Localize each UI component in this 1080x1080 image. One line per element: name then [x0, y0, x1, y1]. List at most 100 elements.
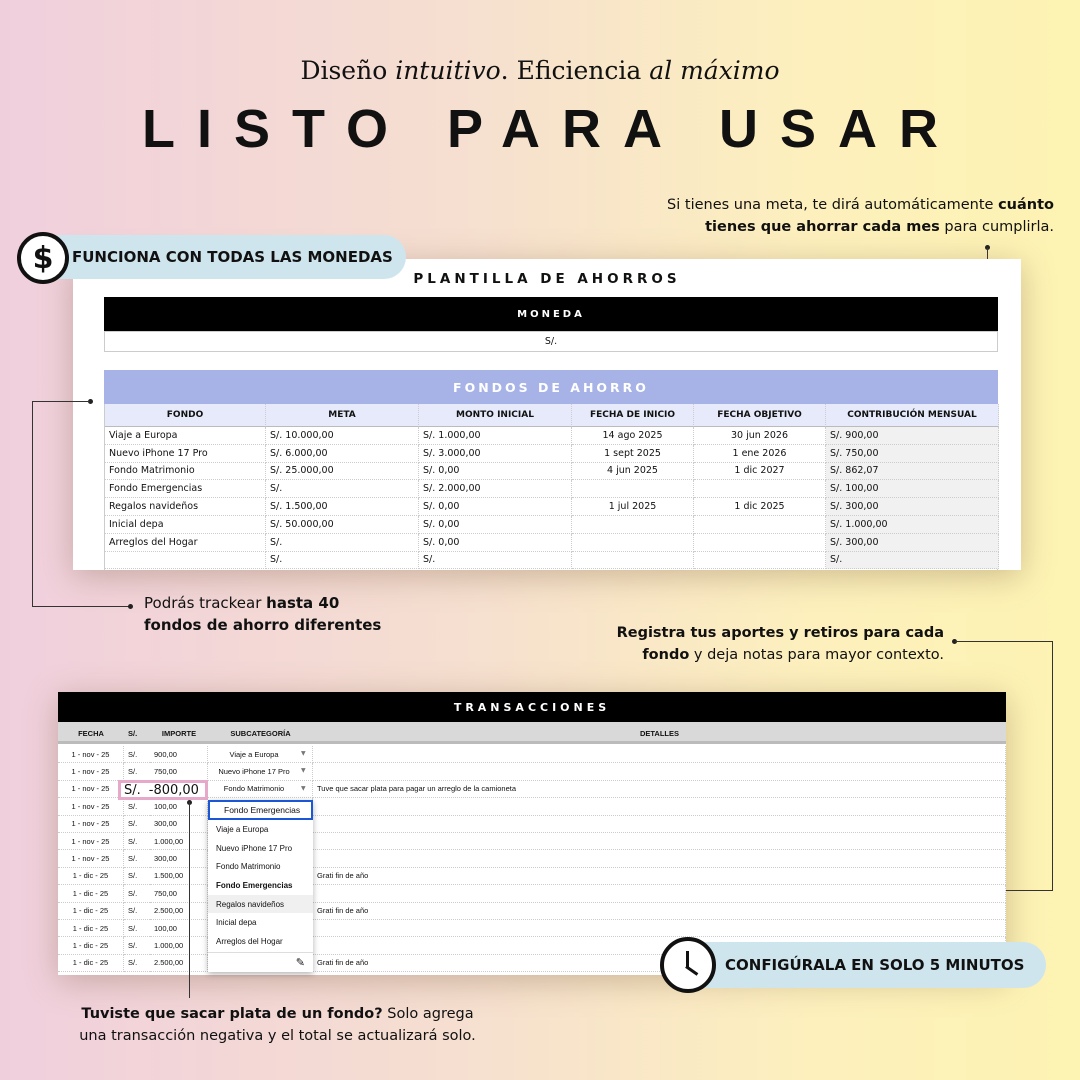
fund-cell[interactable]: S/. 2.000,00	[419, 480, 572, 499]
fund-cell[interactable]	[572, 480, 694, 499]
fund-cell[interactable]: S/. 1.000,00	[419, 427, 572, 445]
fund-cell[interactable]: S/. 750,00	[826, 444, 999, 463]
dropdown-arrow-icon[interactable]: ▼	[301, 750, 306, 757]
transaction-cell[interactable]: 1.500,00	[150, 867, 208, 886]
dropdown-option[interactable]: Fondo Emergencias	[216, 880, 293, 890]
transaction-cell[interactable]: 1 - dic - 25	[58, 885, 124, 903]
fund-cell[interactable]	[572, 516, 694, 534]
fund-cell[interactable]: S/. 900,00	[826, 427, 999, 445]
fund-cell[interactable]: S/. 300,00	[826, 533, 999, 552]
fund-cell[interactable]: S/.	[419, 551, 572, 570]
transaction-cell[interactable]: 1 - dic - 25	[58, 937, 124, 955]
transaction-cell[interactable]: 2.500,00	[150, 954, 208, 973]
transaction-cell[interactable]: 2.500,00	[150, 902, 208, 920]
transaction-cell[interactable]	[313, 850, 1006, 868]
fund-cell[interactable]: 1 ene 2026	[694, 444, 826, 463]
fund-cell[interactable]: 30 jun 2026	[694, 427, 826, 445]
transaction-cell[interactable]: 900,00	[150, 746, 208, 764]
fund-cell[interactable]: 1 sept 2025	[572, 444, 694, 463]
transaction-cell[interactable]: 750,00	[150, 885, 208, 903]
subcategory-cell[interactable]: Fondo Matrimonio	[208, 780, 313, 799]
transaction-cell[interactable]: Grati fin de año	[313, 867, 1006, 886]
transaction-cell[interactable]: S/.	[124, 763, 150, 781]
fund-cell[interactable]: 1 dic 2027	[694, 462, 826, 481]
transaction-cell[interactable]: 1.000,00	[150, 833, 208, 851]
fund-cell[interactable]: S/. 300,00	[826, 498, 999, 516]
transaction-cell[interactable]: 100,00	[150, 798, 208, 816]
fund-cell[interactable]: Inicial depa	[105, 516, 266, 534]
fund-cell[interactable]: Nuevo iPhone 17 Pro	[105, 444, 266, 463]
transaction-cell[interactable]	[313, 815, 1006, 833]
fund-cell[interactable]: Regalos navideños	[105, 498, 266, 516]
fund-cell[interactable]	[572, 533, 694, 552]
transaction-cell[interactable]: 1 - nov - 25	[58, 746, 124, 764]
fund-cell[interactable]: S/. 3.000,00	[419, 444, 572, 463]
fund-cell[interactable]	[694, 533, 826, 552]
fund-cell[interactable]: S/. 0,00	[419, 516, 572, 534]
fund-cell[interactable]: S/. 6.000,00	[266, 444, 419, 463]
transaction-cell[interactable]: 1 - dic - 25	[58, 902, 124, 920]
transaction-cell[interactable]	[313, 833, 1006, 851]
transaction-cell[interactable]: Grati fin de año	[313, 902, 1006, 920]
transaction-cell[interactable]: S/.	[124, 816, 150, 833]
transaction-cell[interactable]: 1 - dic - 25	[58, 920, 124, 938]
dropdown-option[interactable]: Viaje a Europa	[216, 824, 269, 834]
fund-cell[interactable]: 14 ago 2025	[572, 427, 694, 445]
transaction-cell[interactable]: 1 - nov - 25	[58, 850, 124, 868]
transaction-cell[interactable]: 750,00	[150, 763, 208, 781]
importe-cell-editing[interactable]: S/. -800,00	[118, 780, 208, 800]
transaction-cell[interactable]: 1 - nov - 25	[58, 833, 124, 851]
dropdown-arrow-icon[interactable]: ▼	[301, 784, 306, 792]
fund-cell[interactable]: S/. 50.000,00	[266, 516, 419, 534]
fund-cell[interactable]: S/. 0,00	[419, 533, 572, 552]
fund-cell[interactable]	[572, 551, 694, 570]
transaction-cell[interactable]: 1.000,00	[150, 937, 208, 955]
transaction-cell[interactable]	[313, 798, 1006, 816]
transaction-cell[interactable]: 1 - dic - 25	[58, 867, 124, 886]
dropdown-arrow-icon[interactable]: ▼	[301, 767, 306, 775]
transaction-cell[interactable]: S/.	[124, 937, 150, 955]
dropdown-search-input[interactable]: Fondo Emergencias	[208, 800, 313, 820]
transaction-cell[interactable]	[313, 763, 1006, 781]
fund-cell[interactable]: S/.	[266, 480, 419, 499]
dropdown-option[interactable]: Fondo Matrimonio	[216, 862, 281, 872]
edit-pencil-icon[interactable]: ✎	[208, 952, 313, 972]
transaction-cell[interactable]: S/.	[124, 920, 150, 938]
fund-cell[interactable]	[105, 551, 266, 570]
transaction-cell[interactable]: 1 - nov - 25	[58, 815, 124, 833]
fund-cell[interactable]: S/. 862,07	[826, 462, 999, 481]
fund-cell[interactable]: 4 jun 2025	[572, 462, 694, 481]
fund-cell[interactable]	[694, 480, 826, 499]
fund-cell[interactable]: Viaje a Europa	[105, 427, 266, 445]
subcategory-cell[interactable]: Nuevo iPhone 17 Pro	[208, 763, 313, 781]
transaction-cell[interactable]: S/.	[124, 885, 150, 903]
fund-cell[interactable]	[694, 551, 826, 570]
dropdown-option[interactable]: Arreglos del Hogar	[216, 936, 283, 946]
fund-cell[interactable]: S/. 1.500,00	[266, 498, 419, 516]
transaction-cell[interactable]: S/.	[124, 903, 150, 920]
transaction-cell[interactable]: 100,00	[150, 920, 208, 938]
fund-cell[interactable]	[694, 516, 826, 534]
fund-cell[interactable]: Fondo Matrimonio	[105, 462, 266, 481]
fund-cell[interactable]: 1 dic 2025	[694, 498, 826, 516]
fund-cell[interactable]: S/.	[266, 533, 419, 552]
transaction-cell[interactable]: S/.	[124, 955, 150, 973]
transaction-cell[interactable]: 1 - nov - 25	[58, 798, 124, 816]
transaction-cell[interactable]: 1 - nov - 25	[58, 763, 124, 781]
fund-cell[interactable]: S/.	[266, 551, 419, 570]
fund-cell[interactable]: S/.	[826, 551, 999, 570]
transaction-cell[interactable]: Tuve que sacar plata para pagar un arreg…	[313, 780, 1006, 799]
dropdown-option[interactable]: Regalos navideños	[208, 894, 313, 914]
transaction-cell[interactable]: S/.	[124, 868, 150, 886]
subcategory-cell[interactable]: Viaje a Europa	[208, 746, 313, 764]
fund-cell[interactable]: S/. 10.000,00	[266, 427, 419, 445]
fund-cell[interactable]: S/. 25.000,00	[266, 462, 419, 481]
fund-cell[interactable]: 1 jul 2025	[572, 498, 694, 516]
transaction-cell[interactable]: 300,00	[150, 815, 208, 833]
transaction-cell[interactable]: S/.	[124, 798, 150, 816]
transaction-cell[interactable]: 300,00	[150, 850, 208, 868]
transaction-cell[interactable]	[313, 885, 1006, 903]
fund-cell[interactable]: Arreglos del Hogar	[105, 533, 266, 552]
dropdown-option[interactable]: Inicial depa	[216, 918, 257, 928]
transaction-cell[interactable]	[313, 746, 1006, 764]
